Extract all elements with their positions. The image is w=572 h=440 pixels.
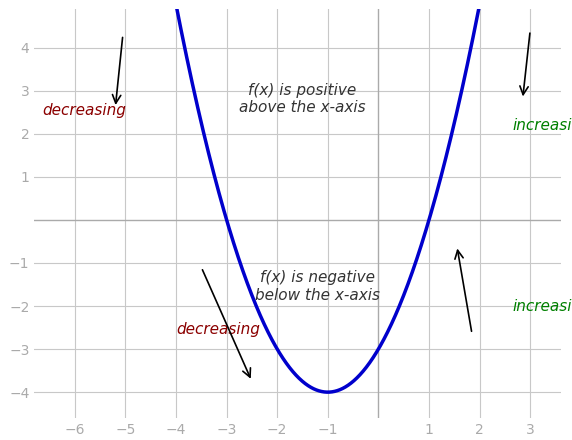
Text: f(x) is negative
below the x-axis: f(x) is negative below the x-axis <box>255 271 380 303</box>
Text: decreasing: decreasing <box>176 322 260 337</box>
Text: decreasing: decreasing <box>42 103 126 117</box>
Text: increasing: increasing <box>513 298 572 314</box>
Text: increasing: increasing <box>513 117 572 132</box>
Text: f(x) is positive
above the x-axis: f(x) is positive above the x-axis <box>239 83 366 115</box>
